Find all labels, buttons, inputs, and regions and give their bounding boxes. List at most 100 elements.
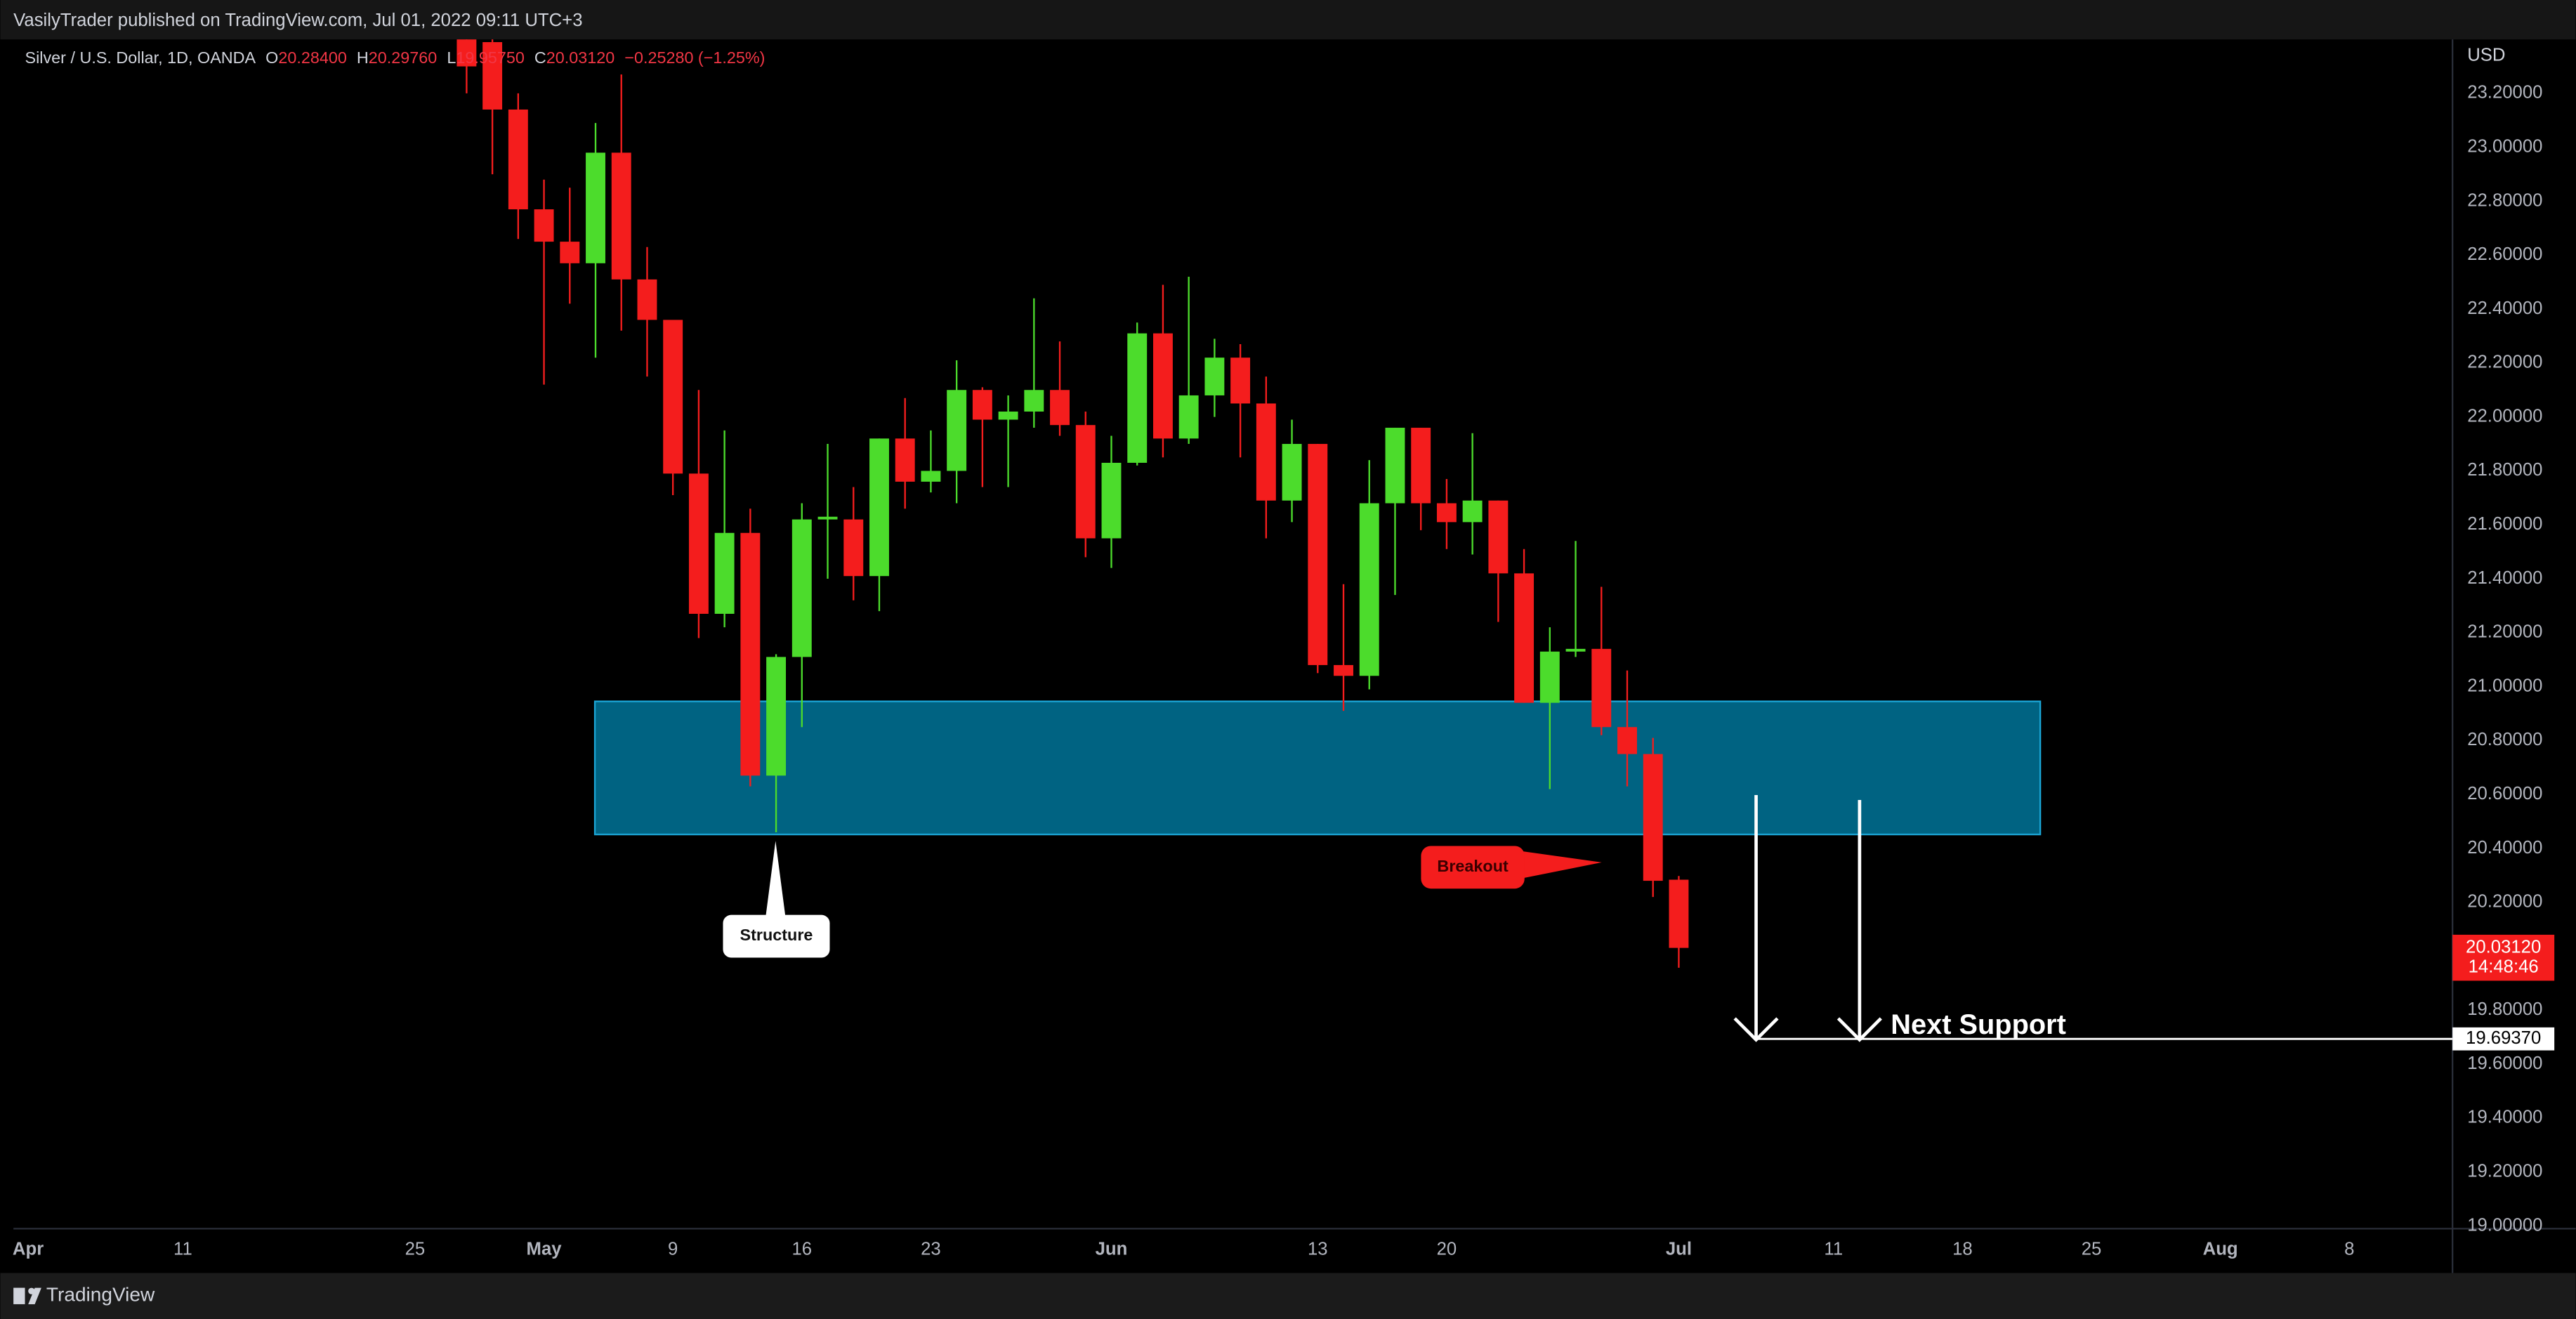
x-tick-label: Apr xyxy=(13,1240,44,1259)
candle-body xyxy=(972,390,992,420)
candle-body xyxy=(947,390,967,471)
footer-logo xyxy=(13,1287,41,1304)
candle-body xyxy=(1462,500,1483,523)
candle-body xyxy=(508,109,528,210)
x-tick-label: 25 xyxy=(2082,1240,2102,1259)
legend-value: 20.03120 xyxy=(546,48,615,67)
x-tick-label: Jul xyxy=(1666,1240,1692,1259)
candle-body xyxy=(1643,754,1663,881)
candle-body xyxy=(1436,503,1457,523)
y-tick-label: 19.80000 xyxy=(2467,999,2542,1019)
y-tick-label: 20.40000 xyxy=(2467,838,2542,858)
header-text: VasilyTrader published on TradingView.co… xyxy=(13,11,582,30)
candle-body xyxy=(560,242,580,263)
candle-body xyxy=(1669,879,1689,948)
candle-body xyxy=(843,519,864,577)
x-tick-label: 25 xyxy=(405,1240,426,1259)
candle-body xyxy=(921,471,941,482)
breakout-label: Breakout xyxy=(1437,857,1509,875)
x-tick-label: 11 xyxy=(1824,1240,1843,1259)
legend-key: L xyxy=(447,48,456,67)
legend-key: C xyxy=(534,48,546,67)
y-tick-label: 23.00000 xyxy=(2467,137,2542,157)
breakout-callout: Breakout xyxy=(1421,846,1602,889)
candle-body xyxy=(1050,390,1070,426)
candle-body xyxy=(482,41,503,110)
footer-bar xyxy=(0,1273,2576,1319)
y-tick-label: 22.80000 xyxy=(2467,190,2542,210)
candle-body xyxy=(1539,651,1560,703)
legend-change: −0.25280 (−1.25%) xyxy=(624,48,765,67)
candle-body xyxy=(1024,390,1044,412)
x-tick-label: May xyxy=(527,1240,563,1259)
support-price-label: 19.69370 xyxy=(2466,1028,2541,1048)
header-bar xyxy=(0,0,2576,40)
y-tick-label: 19.00000 xyxy=(2467,1215,2542,1235)
candle-body xyxy=(1617,727,1637,754)
candle-body xyxy=(1591,648,1612,728)
candle-body xyxy=(534,209,554,242)
x-tick-label: 20 xyxy=(1437,1240,1457,1259)
candle-body xyxy=(791,519,812,657)
legend: Silver / U.S. Dollar, 1D, OANDA O20.28400… xyxy=(25,48,765,67)
y-tick-label: 21.80000 xyxy=(2467,460,2542,480)
last-price-label: 20.03120 xyxy=(2466,937,2541,957)
candle-body xyxy=(1127,333,1148,463)
x-tick-label: 11 xyxy=(173,1240,192,1259)
y-tick-label: 22.40000 xyxy=(2467,298,2542,318)
candle-body xyxy=(1359,503,1379,676)
candle-body xyxy=(663,320,683,474)
y-tick-label: 22.00000 xyxy=(2467,406,2542,426)
y-tick-label: 19.40000 xyxy=(2467,1108,2542,1127)
candle-body xyxy=(1152,333,1173,439)
candle-body xyxy=(1385,428,1405,504)
support-text: Next Support xyxy=(1891,1009,2066,1040)
candle-body xyxy=(1178,395,1199,439)
last-price-box xyxy=(2452,934,2555,981)
y-tick-label: 20.60000 xyxy=(2467,784,2542,803)
y-tick-label: 20.20000 xyxy=(2467,892,2542,912)
x-tick-label: 8 xyxy=(2344,1240,2354,1259)
y-tick-label: 22.20000 xyxy=(2467,353,2542,372)
legend-value: 19.95750 xyxy=(456,48,525,67)
candle-body xyxy=(611,152,631,280)
y-tick-label: 21.40000 xyxy=(2467,568,2542,588)
candle-body xyxy=(1075,425,1096,539)
x-tick-label: 23 xyxy=(921,1240,941,1259)
x-tick-label: 18 xyxy=(1952,1240,1973,1259)
candle-body xyxy=(456,39,477,67)
footer-text: TradingView xyxy=(46,1284,155,1306)
x-tick-label: Aug xyxy=(2203,1240,2238,1259)
support-price-box xyxy=(2452,1027,2555,1051)
y-tick-label: 19.20000 xyxy=(2467,1162,2542,1181)
x-tick-label: 16 xyxy=(792,1240,813,1259)
candle-body xyxy=(869,438,889,577)
candle-body xyxy=(688,473,709,614)
y-tick-label: 21.20000 xyxy=(2467,622,2542,642)
legend-key: H xyxy=(357,48,369,67)
candle-body xyxy=(1488,500,1509,574)
candles xyxy=(456,39,1689,968)
x-tick-label: 9 xyxy=(668,1240,678,1259)
candle-body xyxy=(1204,357,1225,395)
candle-body xyxy=(998,411,1018,420)
candle-body xyxy=(1101,462,1122,539)
candle-body xyxy=(895,438,915,482)
candle-body xyxy=(1411,428,1431,504)
x-tick-label: 13 xyxy=(1308,1240,1328,1259)
legend-symbol: Silver / U.S. Dollar, 1D, OANDA xyxy=(25,48,256,67)
y-tick-label: 23.20000 xyxy=(2467,83,2542,103)
currency: USD xyxy=(2467,45,2505,65)
y-tick-label: 22.60000 xyxy=(2467,244,2542,264)
legend-value: 20.28400 xyxy=(278,48,347,67)
candle-body xyxy=(1514,573,1535,703)
x-tick-label: Jun xyxy=(1096,1240,1128,1259)
candle-body xyxy=(766,657,787,776)
y-tick-label: 21.00000 xyxy=(2467,676,2542,695)
legend-value: 20.29760 xyxy=(369,48,437,67)
candle-body xyxy=(1565,648,1586,652)
support-zone xyxy=(593,700,2042,836)
candle-body xyxy=(1282,444,1302,501)
